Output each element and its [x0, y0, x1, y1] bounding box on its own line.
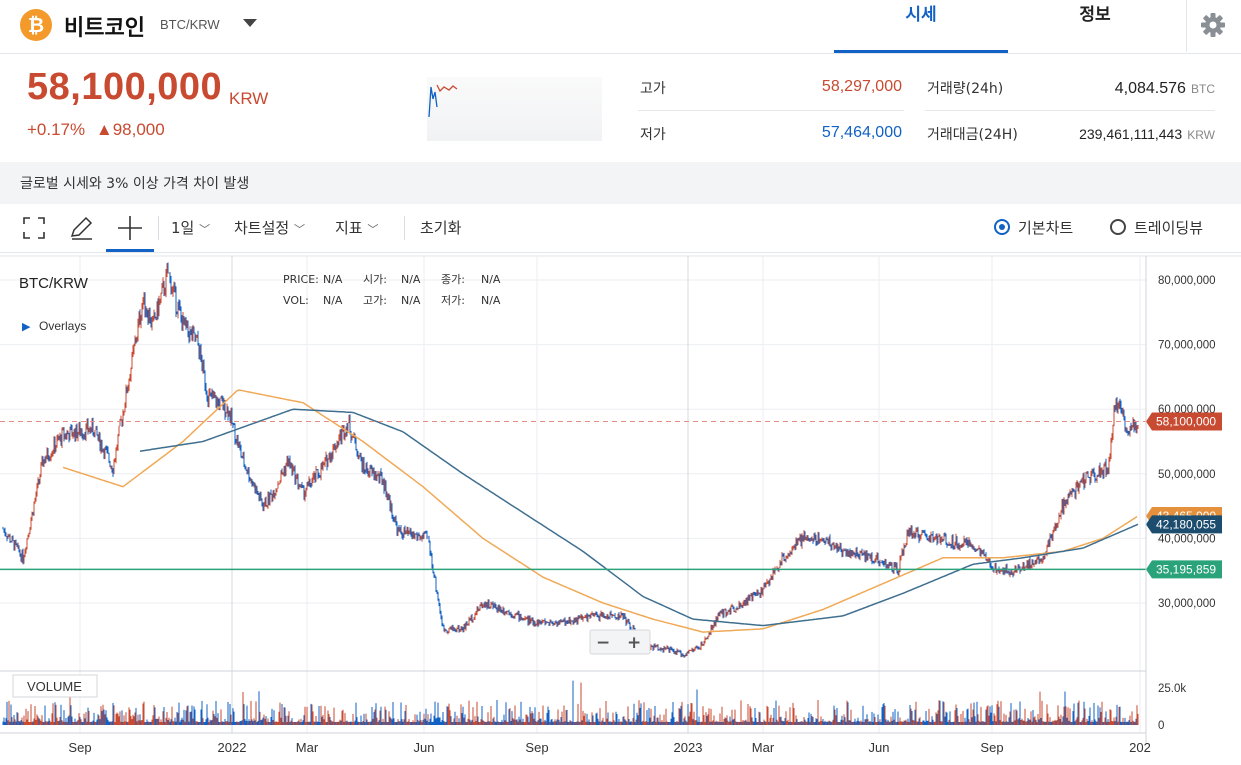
y-tick-label: 40,000,000	[1158, 533, 1216, 545]
current-price-tag	[1146, 412, 1222, 431]
vol-readout-value: N/A	[323, 294, 343, 307]
zoom-in-icon[interactable]: +	[627, 633, 641, 653]
divider	[404, 216, 405, 240]
tab-info[interactable]: 정보	[1079, 5, 1111, 25]
interval-dropdown[interactable]: 1일 ﹀	[171, 217, 210, 238]
x-tick-label: 202	[1129, 740, 1151, 755]
basic-chart-label[interactable]: 기본차트	[1018, 219, 1074, 237]
x-tick-label: Jun	[869, 740, 890, 755]
triangle-right-icon[interactable]: ▶	[22, 320, 31, 333]
vol-tick-label: 0	[1158, 720, 1164, 732]
pencil-icon[interactable]	[68, 215, 94, 241]
fullscreen-icon[interactable]	[22, 216, 46, 240]
volume-unit: BTC	[1191, 82, 1215, 96]
price-chart[interactable]: 80,000,000 70,000,000 60,000,000 50,000,000…	[0, 253, 1241, 761]
price-unit: KRW	[229, 89, 269, 108]
high-label: 고가	[640, 81, 666, 97]
low-readout-label: 저가:	[441, 294, 465, 307]
amount-label: 거래대금(24H)	[927, 127, 1018, 143]
bitcoin-icon: ₿	[20, 9, 52, 41]
divider	[925, 110, 1215, 111]
radio-tradingview[interactable]	[1110, 219, 1126, 235]
change-percent: +0.17%	[27, 120, 86, 139]
x-tick-label: Mar	[296, 740, 319, 755]
tradingview-label[interactable]: 트레이딩뷰	[1134, 219, 1204, 237]
interval-label: 1일	[171, 219, 195, 237]
radio-basic-chart[interactable]	[994, 219, 1010, 235]
x-tick-label: 2023	[674, 740, 703, 755]
level-tag	[1146, 560, 1222, 579]
top-header: ₿ 비트코인 BTC/KRW 시세 정보	[0, 0, 1241, 54]
low-value: 57,464,000	[821, 124, 902, 141]
chevron-down-icon: ﹀	[293, 223, 305, 236]
moving-average-long	[139, 408, 1139, 627]
x-tick-label: Sep	[68, 740, 91, 755]
zoom-out-icon[interactable]: −	[596, 633, 610, 653]
chevron-down-icon[interactable]	[243, 19, 257, 27]
open-readout-value: N/A	[401, 273, 421, 286]
vol-tick-label: 25.0k	[1158, 683, 1186, 695]
close-readout-label: 종가:	[441, 273, 465, 286]
y-tick-label: 70,000,000	[1158, 340, 1216, 352]
x-tick-label: 2022	[218, 740, 247, 755]
ma-long-tag-label: 42,180,055	[1156, 517, 1216, 531]
current-price-tag-label: 58,100,000	[1156, 414, 1216, 428]
y-tick-label: 30,000,000	[1158, 598, 1216, 610]
amount-value-group: 239,461,111,443 KRW	[1020, 124, 1215, 143]
x-tick-label: Sep	[525, 740, 548, 755]
chart-settings-dropdown[interactable]: 차트설정 ﹀	[234, 217, 305, 238]
coin-pair: BTC/KRW	[160, 17, 220, 32]
volume-pane-label: VOLUME	[27, 679, 82, 694]
close-readout-value: N/A	[481, 273, 501, 286]
volume-value-group: 4,084.576 BTC	[1040, 78, 1215, 98]
volume-label: 거래량(24h)	[927, 81, 1004, 97]
chevron-down-icon: ﹀	[199, 223, 211, 236]
chart-canvas[interactable]: 80,000,00070,000,00060,000,00050,000,000…	[0, 253, 1241, 761]
indicators-label: 지표	[335, 219, 363, 237]
high-readout-value: N/A	[401, 294, 421, 307]
open-readout-label: 시가:	[363, 273, 387, 286]
reset-button[interactable]: 초기화	[420, 219, 462, 237]
chart-toolbar	[0, 204, 1241, 253]
current-price: 58,100,000	[27, 66, 223, 108]
y-tick-label: 80,000,000	[1158, 275, 1216, 287]
y-tick-label: 50,000,000	[1158, 469, 1216, 481]
chart-settings-label: 차트설정	[234, 219, 290, 237]
chart-pair: BTC/KRW	[19, 275, 89, 292]
crosshair-tool[interactable]	[106, 208, 154, 252]
amount-unit: KRW	[1187, 128, 1215, 142]
x-tick-label: Mar	[752, 740, 775, 755]
moving-average-short	[62, 389, 1138, 633]
level-tag-label: 35,195,859	[1156, 562, 1216, 576]
low-readout-value: N/A	[481, 294, 501, 307]
gear-icon[interactable]	[1186, 0, 1241, 52]
volume-value: 4,084.576	[1114, 80, 1186, 97]
notice-bar: 글로벌 시세와 3% 이상 가격 차이 발생	[0, 162, 1241, 204]
low-label: 저가	[640, 127, 666, 143]
mini-chart	[427, 77, 602, 141]
notice-text: 글로벌 시세와 3% 이상 가격 차이 발생	[20, 176, 250, 192]
x-tick-label: Jun	[414, 740, 435, 755]
vol-readout-label: VOL:	[283, 294, 309, 307]
indicators-dropdown[interactable]: 지표 ﹀	[335, 217, 378, 238]
high-value: 58,297,000	[821, 78, 902, 95]
price-readout-value: N/A	[323, 273, 343, 286]
high-readout-label: 고가:	[363, 294, 387, 307]
ma-long-tag	[1146, 515, 1222, 534]
zoom-controls	[589, 629, 651, 655]
price-change: +0.17% ▲98,000	[27, 120, 165, 140]
overlays-toggle[interactable]: Overlays	[39, 319, 86, 333]
x-tick-label: Sep	[980, 740, 1003, 755]
coin-name: 비트코인	[64, 16, 145, 41]
price-readout-label: PRICE:	[283, 273, 319, 286]
change-amount: ▲98,000	[95, 120, 165, 139]
divider	[638, 110, 904, 111]
crosshair-icon	[118, 216, 142, 240]
amount-value: 239,461,111,443	[1079, 126, 1183, 142]
volume-pane-label-box	[12, 674, 98, 698]
divider	[158, 216, 159, 240]
tab-quote[interactable]: 시세	[834, 0, 1008, 53]
chevron-down-icon: ﹀	[367, 223, 379, 236]
